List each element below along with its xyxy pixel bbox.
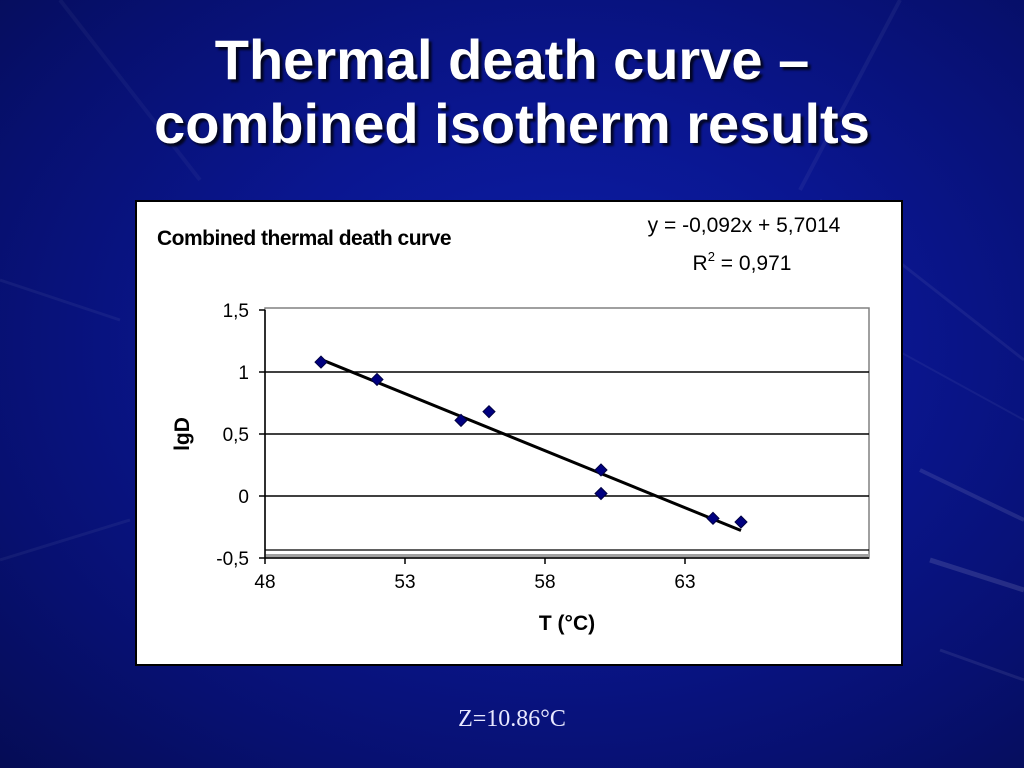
r-squared-superscript: 2 — [708, 249, 715, 264]
data-point — [706, 511, 720, 526]
trendline — [320, 358, 742, 532]
y-axis-label: lgD — [171, 417, 194, 451]
slide-title-line1: Thermal death curve – — [214, 28, 810, 91]
y-tick-label: 1,5 — [223, 301, 249, 322]
plot-area — [264, 307, 870, 559]
slide-title: Thermal death curve – combined isotherm … — [0, 28, 1024, 156]
r-squared-prefix: R — [693, 252, 708, 275]
trendline-r-squared: R2 = 0,971 — [693, 249, 792, 275]
data-point — [594, 486, 608, 501]
data-point — [454, 413, 468, 428]
gridlines — [265, 371, 869, 551]
y-tick-label: -0,5 — [216, 549, 249, 570]
x-axis-label: T (°C) — [539, 612, 595, 635]
chart-panel: Combined thermal death curve y = -0,092x… — [135, 200, 903, 666]
data-points — [314, 355, 748, 529]
x-tick-label: 53 — [394, 572, 415, 593]
data-point — [314, 355, 328, 369]
r-squared-value: = 0,971 — [715, 252, 791, 275]
axes — [259, 309, 869, 564]
trendline-equation: y = -0,092x + 5,7014 — [648, 214, 841, 237]
y-tick-label: 1 — [238, 363, 249, 384]
x-tick-label: 48 — [254, 572, 275, 593]
data-point — [370, 372, 384, 387]
data-point — [594, 463, 608, 477]
data-point — [482, 404, 496, 419]
z-value-footnote: Z=10.86°C — [458, 706, 566, 732]
slide-title-line2: combined isotherm results — [154, 92, 870, 155]
data-point — [734, 515, 748, 529]
tick-labels: -0,5 0 0,5 1 1,5 48 53 58 63 — [216, 301, 695, 593]
trendline-group — [320, 358, 742, 532]
chart-title: Combined thermal death curve — [157, 227, 451, 250]
y-tick-label: 0 — [238, 487, 249, 508]
x-tick-label: 63 — [674, 572, 695, 593]
y-tick-label: 0,5 — [223, 425, 249, 446]
plot-area-shadow — [265, 554, 869, 558]
thermal-death-chart: Combined thermal death curve y = -0,092x… — [157, 214, 870, 635]
x-tick-label: 58 — [534, 572, 555, 593]
